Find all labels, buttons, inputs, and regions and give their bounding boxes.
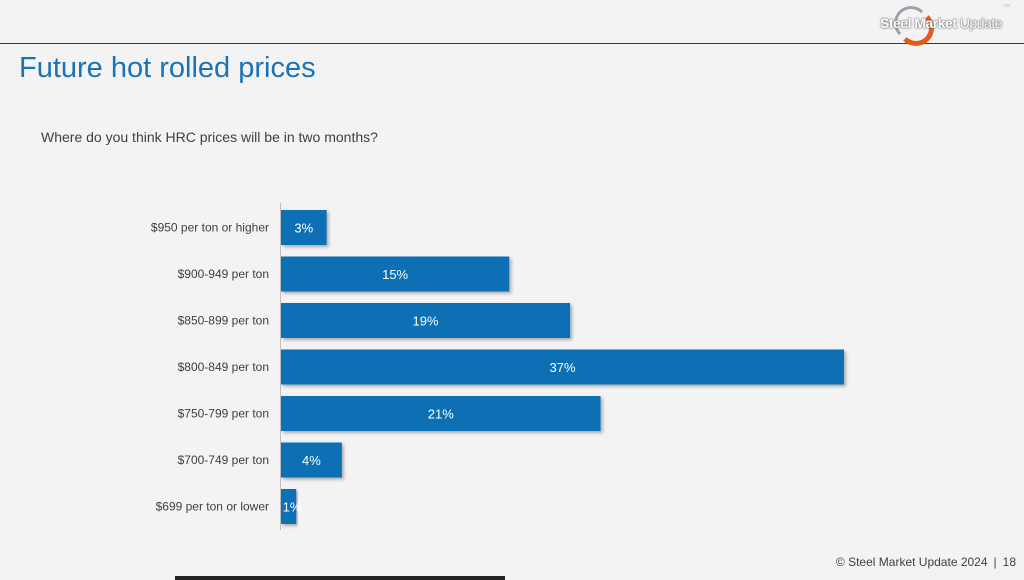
page-number: 18 [1002,555,1016,569]
bar [281,210,327,245]
slide-title: Future hot rolled prices [19,52,316,84]
bar [281,489,297,524]
bar [281,256,510,292]
category-label: $900-949 per ton [178,267,269,281]
bar-value-label: 15% [382,267,408,282]
category-label: $750-799 per ton [178,407,269,421]
slide-footer: © Steel Market Update 2024 | 18 [836,555,1016,569]
category-label: $850-899 per ton [178,314,269,328]
logo-arc-orange [898,10,934,46]
category-label: $700-749 per ton [178,453,269,467]
bar-value-label: 19% [413,314,439,329]
bottom-scroll-bar [175,576,505,580]
bar-value-label: 3% [294,221,313,236]
bar [281,396,601,431]
footer-separator: | [993,555,997,569]
category-label: $950 per ton or higher [151,221,269,235]
bar [281,349,844,385]
category-label: $699 per ton or lower [156,500,269,514]
chart-question: Where do you think HRC prices will be in… [41,129,378,145]
logo-text: Steel Market Update [880,15,1003,31]
bar-value-label: 4% [302,453,321,468]
logo-trademark: ™ [1003,4,1010,11]
footer-copyright: © Steel Market Update 2024 [835,555,988,569]
steel-market-update-logo: Steel Market Update ™ [880,4,1010,46]
bar [281,442,342,478]
bar-value-label: 37% [549,360,575,375]
bar-value-label: 21% [428,407,454,422]
category-label: $800-849 per ton [178,360,269,374]
header-divider [0,43,1024,44]
bar-value-label: 1% [283,500,302,515]
bar [281,303,571,338]
logo-arc-gray [894,6,928,40]
